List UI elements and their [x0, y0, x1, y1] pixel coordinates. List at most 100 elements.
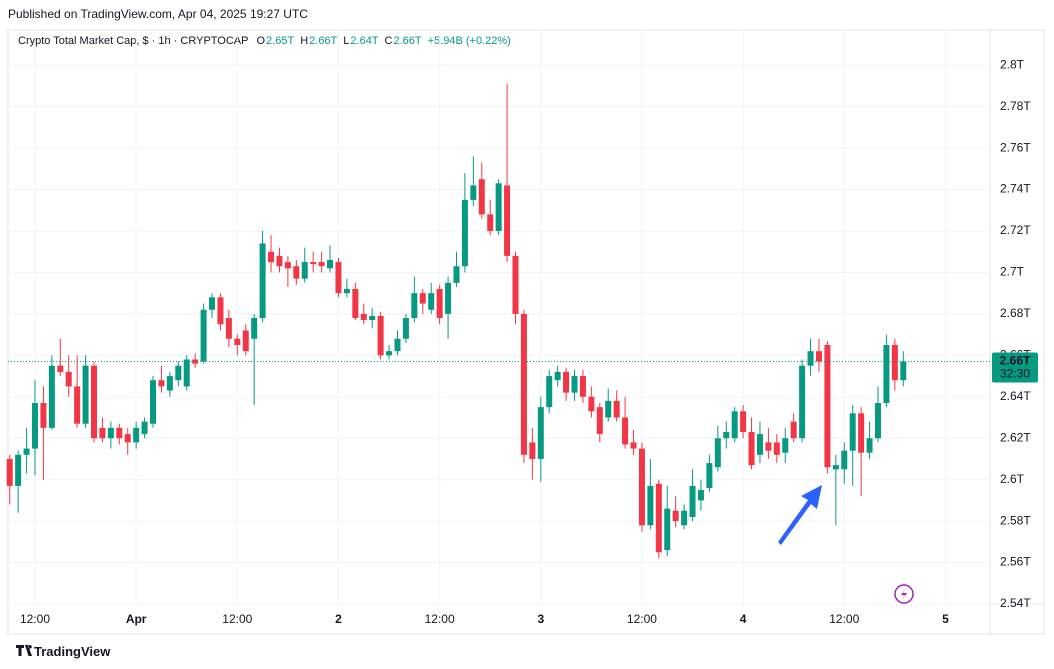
legend-key: L [343, 35, 350, 47]
candle-body [630, 442, 637, 449]
candle-body [681, 510, 688, 526]
price-label: 2.66T [1000, 354, 1031, 368]
legend-key: C [384, 35, 393, 47]
candle-body [217, 297, 224, 325]
candle-body [268, 251, 275, 263]
candle-body [866, 438, 873, 453]
x-tick-label: 4 [740, 612, 747, 626]
candle-body [605, 400, 612, 418]
candle-body [622, 417, 629, 445]
candle-body [419, 293, 426, 304]
candle-body [352, 289, 359, 319]
x-tick-label: 12:00 [425, 612, 455, 626]
candle-body [394, 338, 401, 352]
candle-body [402, 318, 409, 339]
y-tick-label: 2.56T [1000, 555, 1031, 569]
candle-body [15, 454, 22, 486]
candle-body [832, 465, 839, 470]
candle-body [242, 330, 249, 352]
candle-body [259, 243, 266, 319]
candle-body [563, 371, 570, 393]
candle-body [841, 450, 848, 470]
candle-body [453, 266, 460, 283]
annotation-arrow [778, 485, 822, 545]
candle-body [858, 413, 865, 453]
candle-body [411, 293, 418, 319]
candle-body [891, 344, 898, 381]
candle-body [183, 359, 190, 387]
candle-body [520, 313, 527, 455]
candle-body [48, 365, 55, 428]
candle-body [225, 318, 232, 339]
candle-body [504, 185, 511, 256]
y-tick-label: 2.8T [1000, 57, 1025, 71]
candle-body [74, 386, 81, 424]
candle-body [445, 282, 452, 314]
candle-body [175, 365, 182, 381]
candle-body [529, 442, 536, 459]
y-tick-label: 2.68T [1000, 306, 1031, 320]
candle-body [428, 293, 435, 310]
candle-body [40, 402, 47, 428]
candle-body [343, 289, 350, 294]
legend-value: 2.65T [266, 35, 295, 47]
candle-body [571, 376, 578, 393]
candle-body [251, 318, 258, 339]
frame [7, 29, 1045, 635]
candle-body [461, 199, 468, 267]
candle-body [301, 262, 308, 279]
candle-body [478, 179, 485, 215]
candle-body [158, 380, 165, 387]
candle-body [613, 400, 620, 418]
y-tick-label: 2.74T [1000, 182, 1031, 196]
candle-body [318, 262, 325, 267]
candle-body [799, 365, 806, 439]
candle-body [192, 359, 199, 364]
brand-logo [16, 645, 32, 656]
candle-body [327, 260, 334, 269]
candle-body [91, 365, 97, 439]
candle-body [537, 407, 544, 459]
event-icon [894, 584, 914, 604]
candle-body [82, 365, 89, 424]
x-tick-label: 12:00 [20, 612, 50, 626]
legend: Crypto Total Market Cap, $ · 1h · CRYPTO… [18, 35, 517, 47]
candle-body [647, 485, 654, 526]
candle-body [377, 315, 384, 356]
candle-body [23, 448, 30, 455]
candle-body [141, 421, 148, 435]
x-tick-label: 2 [335, 612, 342, 626]
x-tick-label: 12:00 [627, 612, 657, 626]
brand: TradingView [34, 644, 111, 659]
candle-body [234, 338, 241, 345]
y-tick-label: 2.62T [1000, 430, 1031, 444]
candle-body [495, 183, 502, 232]
legend-key: O [256, 35, 266, 47]
legend-change: +5.94B (+0.22%) [427, 35, 511, 47]
candle-body [31, 402, 38, 449]
candle-body [697, 490, 704, 501]
candle-body [99, 427, 106, 439]
candle-body [200, 309, 207, 362]
legend-key: H [300, 35, 309, 47]
x-tick-label: 12:00 [829, 612, 859, 626]
candle-body [815, 351, 822, 362]
candle-body [849, 413, 856, 451]
candle-body [765, 442, 772, 451]
candle-body [773, 442, 780, 455]
candle-body [133, 427, 140, 443]
axes: 2.54T 2.56T 2.58T 2.6T 2.62T 2.64T 2.66T 2.68T 2… [20, 57, 1038, 626]
candle-body [554, 371, 561, 381]
candle-body [284, 262, 291, 269]
candle-body [360, 313, 367, 321]
candle-body [276, 255, 283, 267]
candle-body [124, 434, 131, 443]
candle-body [756, 434, 763, 455]
candle-body [512, 255, 519, 314]
candle-body [116, 427, 123, 439]
candle-body [900, 361, 907, 381]
candle-body [714, 438, 721, 468]
y-tick-label: 2.64T [1000, 389, 1031, 403]
event-icon-bolt [901, 588, 907, 600]
y-tick-label: 2.54T [1000, 596, 1031, 610]
